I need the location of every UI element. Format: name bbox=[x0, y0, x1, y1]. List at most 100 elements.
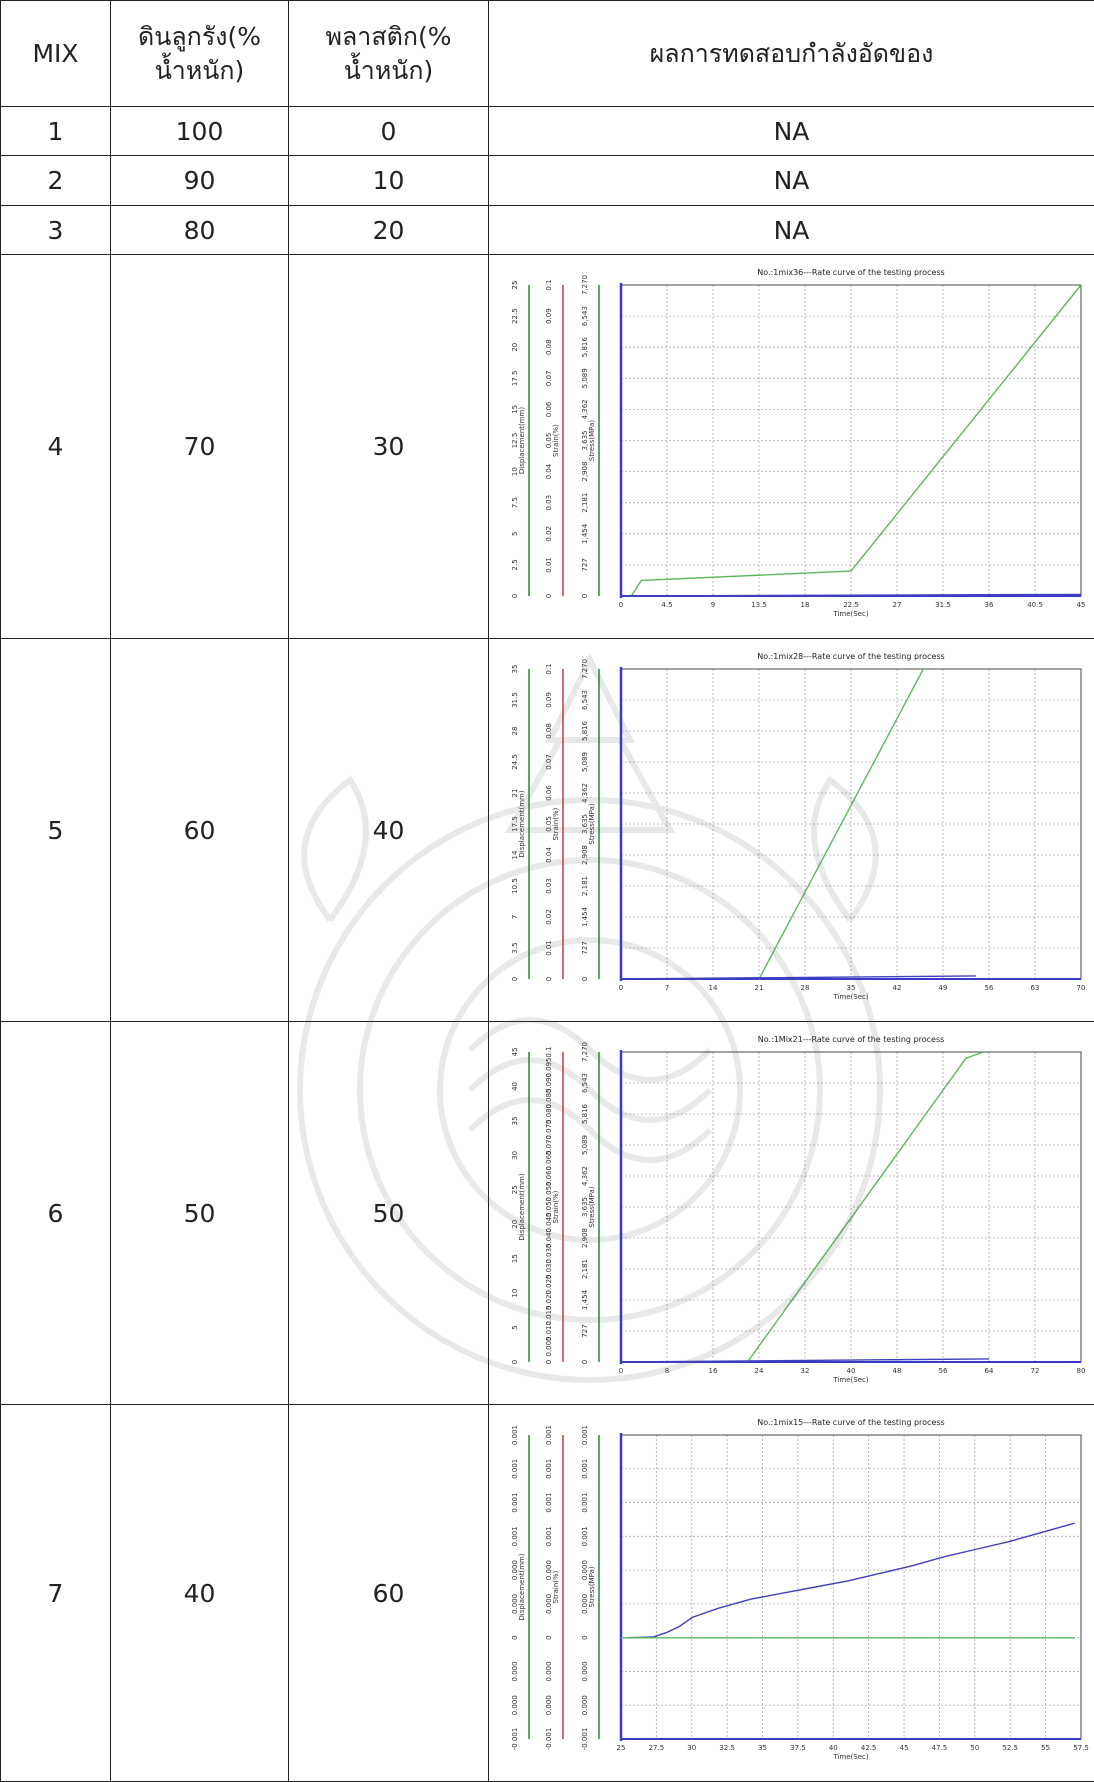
y-axis-label: Stress(MPa) bbox=[588, 1186, 596, 1227]
table-row: 1 100 0 NA bbox=[1, 107, 1094, 156]
y-tick-label: 25 bbox=[511, 281, 519, 290]
x-tick-label: 42 bbox=[893, 984, 902, 992]
y-tick-label: 1,454 bbox=[581, 906, 589, 927]
x-tick-label: 80 bbox=[1077, 1367, 1086, 1375]
x-tick-label: 0 bbox=[619, 984, 623, 992]
x-tick-label: 45 bbox=[1077, 601, 1086, 609]
y-tick-label: 28 bbox=[511, 727, 519, 736]
y-tick-label: 6,543 bbox=[581, 1073, 589, 1093]
cell-result-chart: No.:1Mix21---Rate curve of the testing p… bbox=[489, 1022, 1094, 1405]
y-tick-label: 0.1 bbox=[545, 1046, 553, 1057]
header-row: MIX ดินลูกรัง(%น้ำหนัก) พลาสติก(%น้ำหนัก… bbox=[1, 1, 1094, 107]
y-tick-label: 7,270 bbox=[581, 1042, 589, 1062]
y-tick-label: 0 bbox=[511, 1635, 519, 1639]
y-tick-label: 0.06 bbox=[545, 785, 553, 801]
y-tick-label: 0.000 bbox=[545, 1661, 553, 1681]
y-tick-label: 727 bbox=[581, 558, 589, 571]
y-axis-label: Strain(%) bbox=[552, 807, 560, 840]
x-tick-label: 14 bbox=[709, 984, 718, 992]
cell-plastic: 20 bbox=[289, 206, 489, 255]
y-tick-label: 5,816 bbox=[581, 720, 589, 741]
cell-plastic: 10 bbox=[289, 156, 489, 206]
cell-result: NA bbox=[489, 107, 1094, 156]
x-axis-label: Time(Sec) bbox=[832, 610, 868, 618]
x-tick-label: 21 bbox=[755, 984, 764, 992]
y-tick-label: 0.001 bbox=[511, 1526, 519, 1546]
y-tick-label: 0.001 bbox=[581, 1459, 589, 1479]
y-axis-label: Displacement(mm) bbox=[518, 1553, 526, 1620]
x-tick-label: 56 bbox=[985, 984, 994, 992]
x-tick-label: 40 bbox=[847, 1367, 856, 1375]
y-tick-label: 727 bbox=[581, 1324, 589, 1337]
y-tick-label: 24.5 bbox=[511, 754, 519, 770]
y-tick-label: 6,543 bbox=[581, 690, 589, 710]
y-tick-label: 7 bbox=[511, 915, 519, 919]
cell-mix: 3 bbox=[1, 206, 111, 255]
x-tick-label: 30 bbox=[687, 1744, 696, 1752]
cell-clay: 80 bbox=[111, 206, 289, 255]
y-tick-label: 0.000 bbox=[511, 1695, 519, 1715]
y-tick-label: 7,270 bbox=[581, 659, 589, 679]
cell-result-chart: No.:1mix15---Rate curve of the testing p… bbox=[489, 1405, 1094, 1782]
y-tick-label: 1,454 bbox=[581, 1289, 589, 1310]
y-axis-label: Strain(%) bbox=[552, 424, 560, 457]
y-tick-label: 5,089 bbox=[581, 368, 589, 388]
y-tick-label: 0.04 bbox=[545, 847, 553, 863]
y-tick-label: 0 bbox=[511, 977, 519, 981]
cell-plastic: 40 bbox=[289, 639, 489, 1022]
table-row: 2 90 10 NA bbox=[1, 156, 1094, 206]
table-row: 6 50 50 No.:1Mix21---Rate curve of the t… bbox=[1, 1022, 1094, 1405]
cell-clay: 70 bbox=[111, 255, 289, 639]
x-tick-label: 8 bbox=[665, 1367, 669, 1375]
y-tick-label: 2,908 bbox=[581, 1228, 589, 1248]
table-row: 5 60 40 No.:1mix28---Rate curve of the t… bbox=[1, 639, 1094, 1022]
y-tick-label: 0.001 bbox=[545, 1459, 553, 1479]
stress-chart-mix4: No.:1mix36---Rate curve of the testing p… bbox=[489, 255, 1094, 634]
y-tick-label: 22.5 bbox=[511, 308, 519, 324]
x-tick-label: 18 bbox=[801, 601, 810, 609]
x-tick-label: 35 bbox=[847, 984, 856, 992]
chart-title: No.:1Mix21---Rate curve of the testing p… bbox=[758, 1035, 945, 1044]
x-tick-label: 45 bbox=[900, 1744, 909, 1752]
x-tick-label: 0 bbox=[619, 601, 623, 609]
y-tick-label: 0 bbox=[581, 977, 589, 981]
x-tick-label: 28 bbox=[801, 984, 810, 992]
table-row: 4 70 30 No.:1mix36---Rate curve of the t… bbox=[1, 255, 1094, 639]
x-tick-label: 64 bbox=[985, 1367, 994, 1375]
cell-mix: 1 bbox=[1, 107, 111, 156]
y-tick-label: 0 bbox=[511, 1360, 519, 1364]
x-axis-label: Time(Sec) bbox=[832, 1376, 868, 1384]
y-tick-label: 0.1 bbox=[545, 663, 553, 674]
x-tick-label: 35 bbox=[758, 1744, 767, 1752]
y-tick-label: 7,270 bbox=[581, 275, 589, 295]
y-tick-label: 2.5 bbox=[511, 559, 519, 570]
y-tick-label: 0 bbox=[545, 1635, 553, 1639]
x-tick-label: 42.5 bbox=[861, 1744, 877, 1752]
x-tick-label: 9 bbox=[711, 601, 715, 609]
y-axis-label: Displacement(mm) bbox=[518, 790, 526, 857]
x-tick-label: 63 bbox=[1031, 984, 1040, 992]
y-tick-label: 0.09 bbox=[545, 308, 553, 324]
x-tick-label: 50 bbox=[970, 1744, 979, 1752]
cell-result: NA bbox=[489, 206, 1094, 255]
x-tick-label: 13.5 bbox=[751, 601, 767, 609]
y-tick-label: 0.001 bbox=[545, 1425, 553, 1445]
header-result: ผลการทดสอบกำลังอัดของ bbox=[489, 1, 1094, 107]
y-axis-label: Stress(MPa) bbox=[588, 420, 596, 461]
y-tick-label: 0.001 bbox=[581, 1493, 589, 1513]
y-tick-label: 3.5 bbox=[511, 942, 519, 953]
y-axis-label: Stress(MPa) bbox=[588, 1566, 596, 1607]
y-tick-label: 35 bbox=[511, 665, 519, 674]
header-plastic: พลาสติก(%น้ำหนัก) bbox=[289, 1, 489, 107]
y-tick-label: 10.5 bbox=[511, 878, 519, 894]
chart-title: No.:1mix28---Rate curve of the testing p… bbox=[757, 652, 944, 661]
cell-mix: 5 bbox=[1, 639, 111, 1022]
y-tick-label: 0.03 bbox=[545, 495, 553, 511]
y-tick-label: 0 bbox=[545, 594, 553, 598]
cell-clay: 40 bbox=[111, 1405, 289, 1782]
x-axis-label: Time(Sec) bbox=[832, 1753, 868, 1761]
y-tick-label: 727 bbox=[581, 941, 589, 954]
x-tick-label: 56 bbox=[939, 1367, 948, 1375]
y-tick-label: 31.5 bbox=[511, 692, 519, 708]
y-tick-label: 40 bbox=[511, 1082, 519, 1091]
